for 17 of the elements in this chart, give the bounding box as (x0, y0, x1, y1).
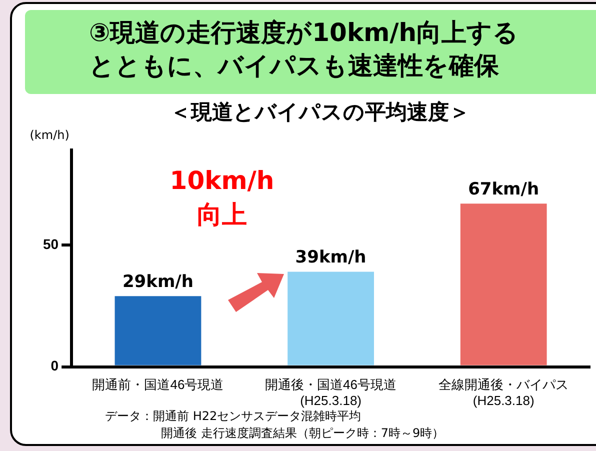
chart-title: ③現道の走行速度が10km/h向上するとともに、バイパスも速達性を確保 (89, 17, 520, 82)
annotation: 10km/h 向上 (170, 166, 274, 229)
y-axis-title: (km/h) (30, 128, 70, 142)
data-label: 67km/h (468, 180, 540, 200)
bar (460, 204, 547, 366)
bar (288, 272, 374, 366)
x-tick-label: 開通前・国道46号現道 (92, 377, 224, 392)
data-label: 29km/h (122, 272, 194, 292)
chart-subtitle: ＜現道とバイパスの平均速度＞ (169, 99, 471, 126)
text: 開通後 走行速度調査結果（朝ピーク時：7時～9時） (160, 425, 444, 442)
x-tick-label: 開通後・国道46号現道 (H25.3.18) (265, 377, 397, 408)
y-tick-label: 0 (50, 358, 59, 374)
data-label: 39km/h (295, 248, 366, 268)
text: データ：開通前 H22センサスデータ混雑時平均 (105, 408, 362, 425)
x-tick-label: 全線開通後・バイパス (H25.3.18) (438, 377, 569, 408)
bar (114, 296, 202, 366)
y-tick-label: 50 (42, 236, 59, 252)
